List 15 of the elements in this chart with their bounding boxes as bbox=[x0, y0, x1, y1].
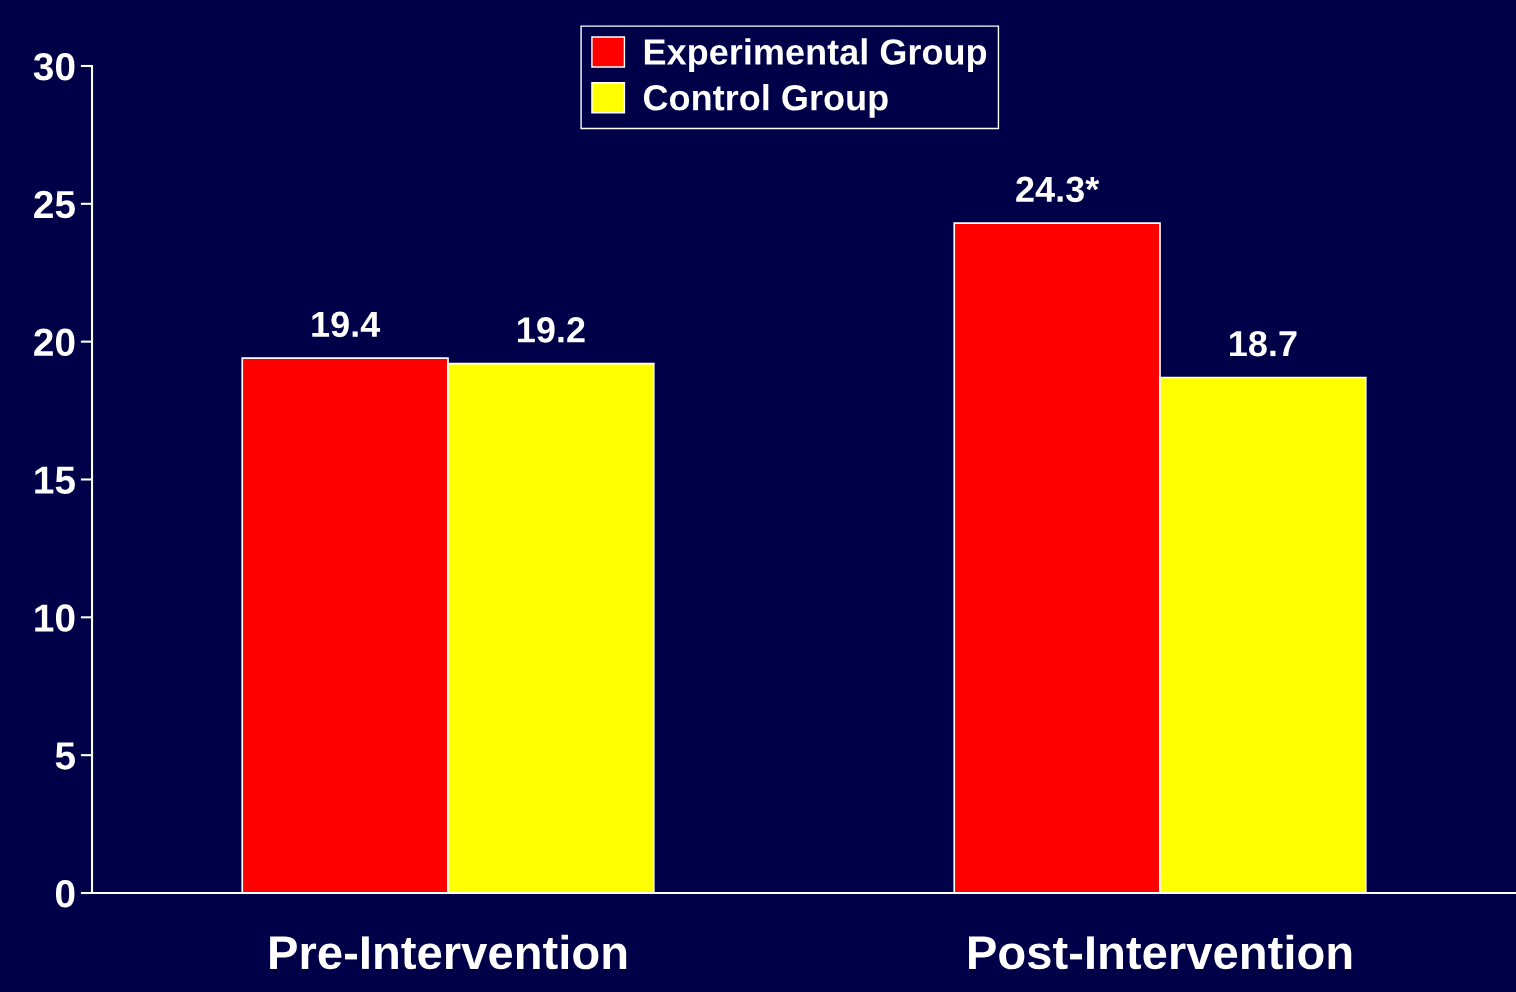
y-tick-label: 25 bbox=[34, 190, 75, 219]
y-tick-label: 15 bbox=[35, 466, 75, 494]
y-tick-label: 10 bbox=[35, 604, 75, 632]
y-tick-label: 30 bbox=[33, 52, 75, 81]
y-tick-label: 5 bbox=[55, 742, 75, 770]
data-label: 19.2 bbox=[518, 317, 585, 343]
legend-label: Control Group bbox=[643, 84, 888, 118]
x-tick-label: Pre-Intervention bbox=[270, 934, 627, 970]
y-tick-label: 0 bbox=[55, 879, 75, 908]
legend-label: Experimental Group bbox=[644, 38, 987, 72]
x-tick-label: Post-Intervention bbox=[969, 934, 1352, 970]
data-label: 18.7 bbox=[1230, 330, 1297, 357]
y-tick-label: 20 bbox=[34, 328, 75, 357]
data-label: 19.4 bbox=[312, 311, 381, 338]
data-label: 24.3* bbox=[1016, 176, 1100, 203]
